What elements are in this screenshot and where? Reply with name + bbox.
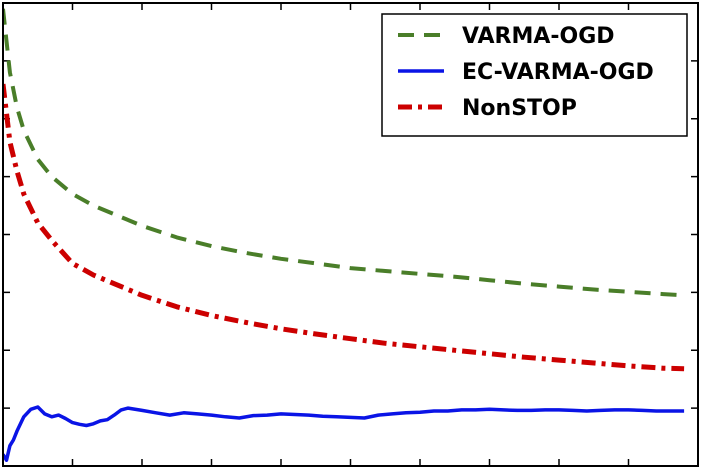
plot-frame <box>2 2 699 467</box>
legend-label: EC-VARMA-OGD <box>462 60 654 85</box>
legend-item: VARMA-OGD <box>398 24 615 49</box>
legend: VARMA-OGD EC-VARMA-OGD NonSTOP <box>381 13 688 137</box>
legend-item: EC-VARMA-OGD <box>398 60 654 85</box>
legend-item: NonSTOP <box>398 96 577 121</box>
legend-label: NonSTOP <box>462 96 577 121</box>
series-line-varma-ogd <box>3 8 685 298</box>
series-line-ec-varma-ogd <box>3 405 685 462</box>
legend-label: VARMA-OGD <box>462 24 615 49</box>
series-line-nonstop <box>3 83 685 372</box>
series-layer <box>3 8 685 462</box>
